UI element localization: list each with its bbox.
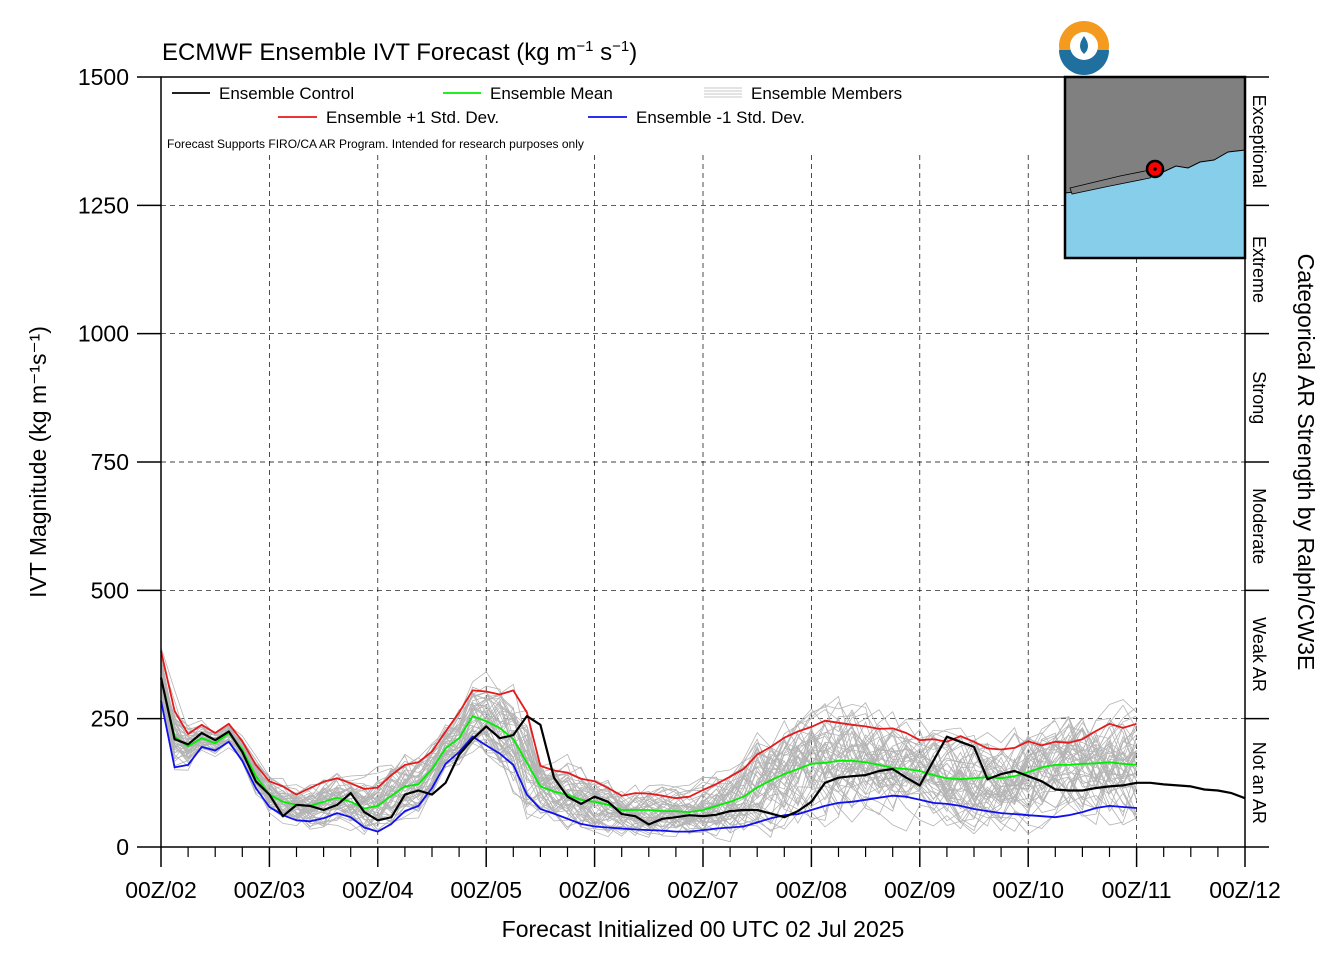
y-tick-label: 500 (91, 577, 129, 603)
ensemble-member-line (160, 675, 1137, 838)
ensemble-member-line (160, 684, 1137, 824)
ensemble-member-line (160, 662, 1137, 836)
right-axis-label: Categorical AR Strength by Ralph/CW3E (1293, 254, 1319, 671)
legend-mean-label: Ensemble Mean (490, 84, 613, 103)
ar-category-label: Strong (1249, 371, 1269, 424)
axes: 0 250 500 750 1000 1250 1500 00Z/02 00Z/03 00Z/04… (78, 64, 1281, 903)
ar-category-label: Exceptional (1249, 95, 1269, 188)
x-tick-label: 00Z/09 (884, 877, 956, 903)
series-mean-line (160, 677, 1137, 813)
x-tick-label: 00Z/02 (125, 877, 197, 903)
y-tick-label: 0 (116, 834, 129, 860)
legend-control-label: Ensemble Control (219, 84, 354, 103)
x-tick-label: 00Z/05 (450, 877, 522, 903)
ar-category-label: Moderate (1249, 488, 1269, 564)
y-axis-label: IVT Magnitude (kg m⁻¹s⁻¹) (25, 326, 51, 598)
disclaimer-text: Forecast Supports FIRO/CA AR Program. In… (167, 137, 584, 151)
x-tick-label: 00Z/03 (234, 877, 306, 903)
legend-plus-label: Ensemble +1 Std. Dev. (326, 108, 499, 127)
x-axis-label: Forecast Initialized 00 UTC 02 Jul 2025 (502, 916, 905, 942)
y-tick-label: 1000 (78, 321, 129, 347)
legend-minus-label: Ensemble -1 Std. Dev. (636, 108, 805, 127)
ensemble-member-line (160, 673, 1137, 828)
y-tick-label: 1500 (78, 64, 129, 90)
series-minus-line (160, 700, 1137, 833)
chart-title: ECMWF Ensemble IVT Forecast (kg m−1 s−1) (162, 38, 637, 66)
cw3e-logo (1059, 21, 1109, 75)
legend: Ensemble Control Ensemble Mean Ensemble … (167, 84, 902, 151)
y-tick-label: 1250 (78, 192, 129, 218)
inset-frame (1063, 75, 1247, 260)
ensemble-member-line (160, 666, 1137, 824)
location-inset-map (1063, 75, 1247, 260)
series-plus-line (160, 650, 1137, 800)
ensemble-series (159, 650, 1246, 833)
legend-members-swatch (704, 87, 742, 98)
series-control-line (159, 677, 1246, 826)
x-tick-label: 00Z/10 (992, 877, 1064, 903)
x-tick-label: 00Z/12 (1209, 877, 1281, 903)
y-tick-label: 250 (91, 706, 129, 732)
x-tick-label: 00Z/07 (667, 877, 739, 903)
ensemble-member-line (160, 692, 1137, 827)
x-tick-label: 00Z/08 (776, 877, 848, 903)
x-tick-label: 00Z/11 (1102, 877, 1172, 903)
ensemble-member-line (160, 678, 1137, 832)
ar-category-label: Extreme (1249, 236, 1269, 303)
ar-category-label: Weak AR (1249, 617, 1269, 692)
inset-peninsula (1069, 167, 1162, 195)
x-tick-label: 00Z/06 (559, 877, 631, 903)
ensemble-member-line (160, 700, 1137, 836)
x-tick-label: 00Z/04 (342, 877, 414, 903)
ensemble-members (160, 647, 1137, 843)
y-tick-label: 750 (91, 449, 129, 475)
legend-members-label: Ensemble Members (751, 84, 902, 103)
ar-category-label: Not an AR (1249, 742, 1269, 824)
